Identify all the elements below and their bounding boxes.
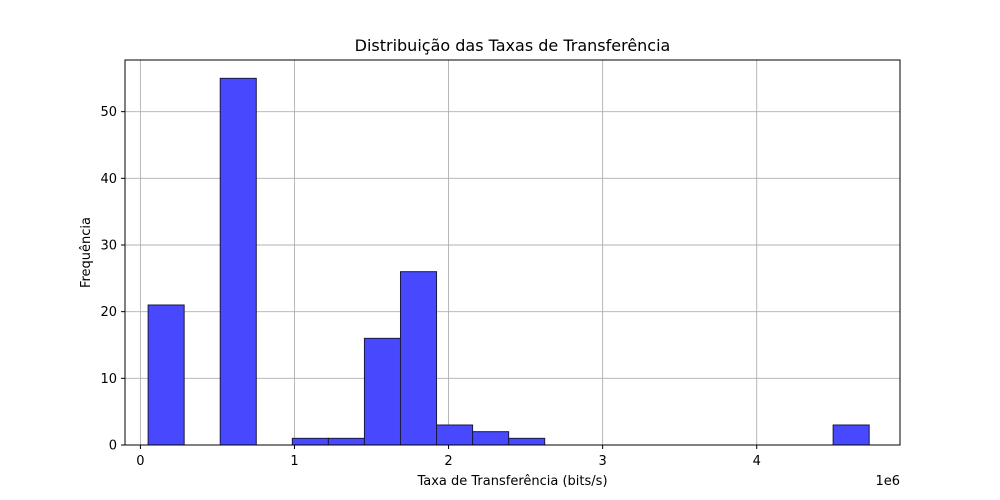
x-axis-label: Taxa de Transferência (bits/s) bbox=[416, 474, 607, 489]
plot-frame bbox=[124, 59, 901, 446]
x-tick-label: 1 bbox=[290, 454, 298, 469]
x-axis-offset-label: 1e6 bbox=[875, 474, 900, 489]
y-tick-label: 40 bbox=[100, 172, 117, 187]
y-tick-label: 30 bbox=[100, 239, 117, 254]
histogram-bar bbox=[219, 77, 257, 446]
chart-title: Distribuição das Taxas de Transferência bbox=[355, 36, 671, 55]
histogram-bar bbox=[363, 337, 401, 446]
y-tick-label: 10 bbox=[100, 372, 117, 387]
histogram-bars bbox=[147, 77, 870, 446]
y-axis-ticks: 0 10 20 30 40 50 bbox=[100, 105, 125, 454]
histogram-bar bbox=[436, 424, 474, 446]
y-tick-label: 20 bbox=[100, 305, 117, 320]
histogram-bar bbox=[832, 424, 870, 446]
histogram-bar bbox=[147, 304, 185, 446]
x-tick-label: 4 bbox=[753, 454, 761, 469]
histogram-bar bbox=[327, 437, 365, 446]
y-tick-label: 50 bbox=[100, 105, 117, 120]
x-tick-label: 0 bbox=[136, 454, 144, 469]
x-axis-ticks: 0 1 2 3 4 bbox=[136, 445, 761, 469]
histogram-bar bbox=[399, 271, 438, 446]
y-axis-label: Frequência bbox=[79, 217, 94, 288]
histogram-bar bbox=[291, 437, 329, 446]
y-tick-label: 0 bbox=[109, 439, 117, 454]
x-tick-label: 3 bbox=[598, 454, 606, 469]
histogram-bar bbox=[472, 431, 510, 446]
x-tick-label: 2 bbox=[444, 454, 452, 469]
histogram-bar bbox=[508, 437, 546, 446]
